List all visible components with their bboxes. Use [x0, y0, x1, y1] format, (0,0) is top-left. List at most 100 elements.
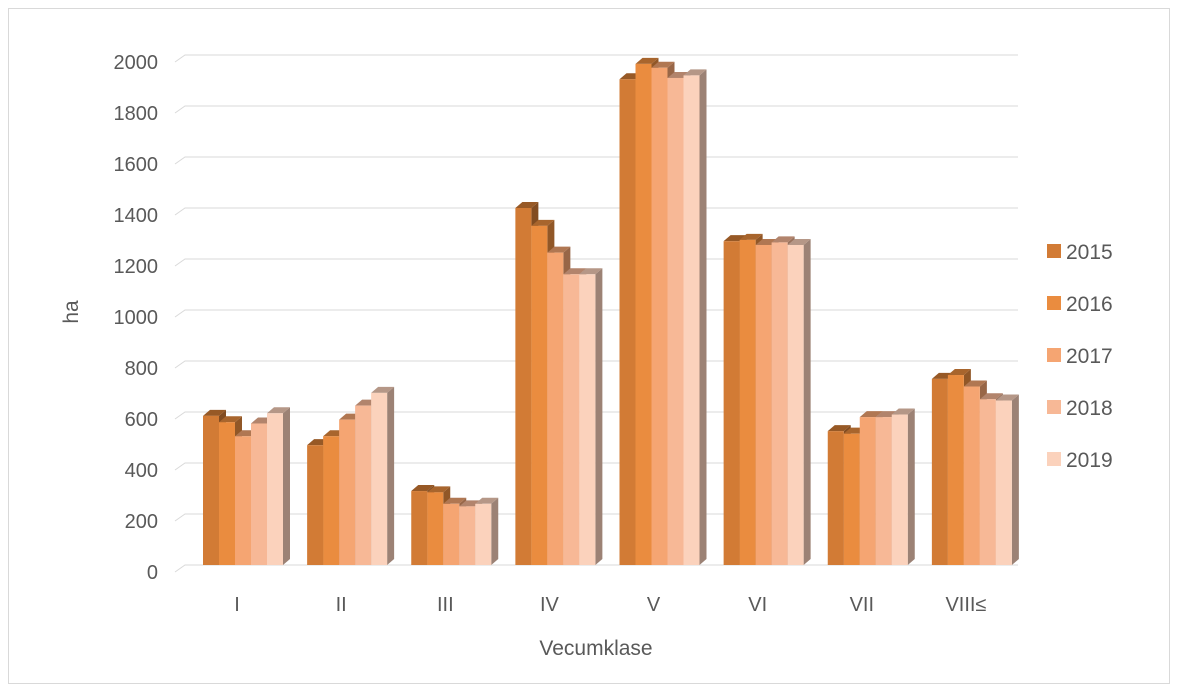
- y-tick-label: 1800: [114, 103, 159, 125]
- bar-top: [371, 386, 395, 393]
- legend-swatch: [1047, 244, 1061, 258]
- bar-top: [579, 268, 603, 275]
- y-tick-label: 400: [125, 460, 158, 482]
- x-axis-ticks: I II III IV V VI VII VIII≤: [234, 594, 986, 616]
- legend-label: 2017: [1066, 345, 1113, 368]
- y-tick-label: 2000: [114, 52, 159, 74]
- bar-front: [875, 417, 892, 565]
- bar-top: [891, 408, 915, 415]
- y-tick-label: 1400: [114, 205, 159, 227]
- gridline: [174, 564, 1018, 573]
- bar-top: [947, 369, 971, 376]
- bar-top: [563, 268, 587, 275]
- bar-front: [579, 274, 596, 565]
- bar-top: [979, 393, 1003, 400]
- bar-front: [323, 436, 340, 565]
- bar-side: [595, 268, 603, 565]
- bar: [995, 394, 1019, 565]
- gridline: [174, 156, 1018, 165]
- bar-side: [283, 407, 290, 565]
- y-axis-ticks: 0 200 400 600 800 1000 1200 1400 1600 1800 2000: [114, 52, 159, 584]
- bar-front: [515, 208, 532, 565]
- bar: [267, 407, 290, 565]
- y-tick-label: 600: [125, 409, 158, 431]
- legend-item: 2018: [1047, 397, 1113, 420]
- bar-top: [683, 69, 707, 76]
- y-tick-label: 800: [125, 358, 158, 380]
- bar-front: [963, 386, 980, 565]
- gridline: [174, 105, 1018, 114]
- bar-front: [771, 242, 788, 566]
- bar: [475, 497, 499, 565]
- legend-label: 2019: [1066, 449, 1113, 472]
- bar-front: [723, 241, 740, 565]
- x-tick-label: II: [336, 594, 347, 616]
- bar-front: [739, 239, 756, 565]
- x-tick-label: IV: [540, 594, 560, 616]
- bar-top: [547, 246, 571, 253]
- bar-top: [203, 409, 226, 416]
- gridline: [174, 54, 1018, 63]
- bar-top: [739, 233, 763, 240]
- bar-top: [427, 486, 451, 493]
- bar-front: [859, 417, 876, 565]
- legend-swatch: [1047, 348, 1061, 362]
- bar: [371, 386, 395, 565]
- bar-front: [683, 75, 700, 566]
- bar-side: [907, 408, 915, 565]
- bar-side: [1011, 394, 1019, 565]
- legend-item: 2016: [1047, 293, 1113, 316]
- bar-side: [803, 238, 811, 565]
- bar-front: [203, 415, 219, 565]
- bar-front: [459, 506, 476, 565]
- bar-front: [563, 274, 580, 565]
- bar-top: [651, 61, 675, 68]
- legend-item: 2019: [1047, 449, 1113, 472]
- bar-front: [531, 225, 548, 565]
- bar-front: [339, 419, 356, 565]
- bar-top: [787, 238, 811, 245]
- bar-front: [843, 433, 860, 565]
- bar-top: [827, 425, 851, 432]
- bar-front: [635, 63, 652, 566]
- bar-front: [979, 399, 996, 565]
- bar-front: [667, 77, 684, 565]
- bar-top: [219, 416, 242, 423]
- y-tick-label: 1600: [114, 154, 159, 176]
- bar-front: [931, 378, 948, 565]
- bar-top: [963, 380, 987, 387]
- bar-front: [755, 244, 772, 565]
- x-axis-title: Vecumklase: [539, 637, 652, 660]
- bar-front: [443, 503, 460, 565]
- bar-front: [947, 375, 964, 565]
- legend-swatch: [1047, 296, 1061, 310]
- y-axis-title: ha: [60, 300, 83, 324]
- bar: [891, 408, 915, 565]
- bar-front: [355, 405, 372, 565]
- bar-front: [267, 413, 283, 565]
- legend-label: 2015: [1066, 241, 1113, 264]
- bar-top: [531, 219, 555, 226]
- bar-front: [619, 79, 636, 565]
- legend-item: 2015: [1047, 241, 1113, 264]
- bar-front: [475, 503, 492, 565]
- bar-front: [787, 244, 804, 565]
- bar-front: [427, 492, 444, 565]
- legend-item: 2017: [1047, 345, 1113, 368]
- legend-swatch: [1047, 400, 1061, 414]
- bar-front: [651, 67, 668, 565]
- bar-side: [699, 69, 707, 566]
- gridline: [174, 207, 1018, 216]
- x-tick-label: III: [437, 594, 454, 616]
- bar-side: [387, 386, 395, 565]
- bar-top: [411, 485, 435, 492]
- bar-top: [475, 497, 499, 504]
- bars: [203, 57, 1019, 566]
- bar: [787, 238, 811, 565]
- x-tick-label: VI: [748, 594, 767, 616]
- legend-swatch: [1047, 452, 1061, 466]
- bar-top: [771, 236, 795, 243]
- x-tick-label: I: [234, 594, 240, 616]
- bar-front: [371, 392, 388, 565]
